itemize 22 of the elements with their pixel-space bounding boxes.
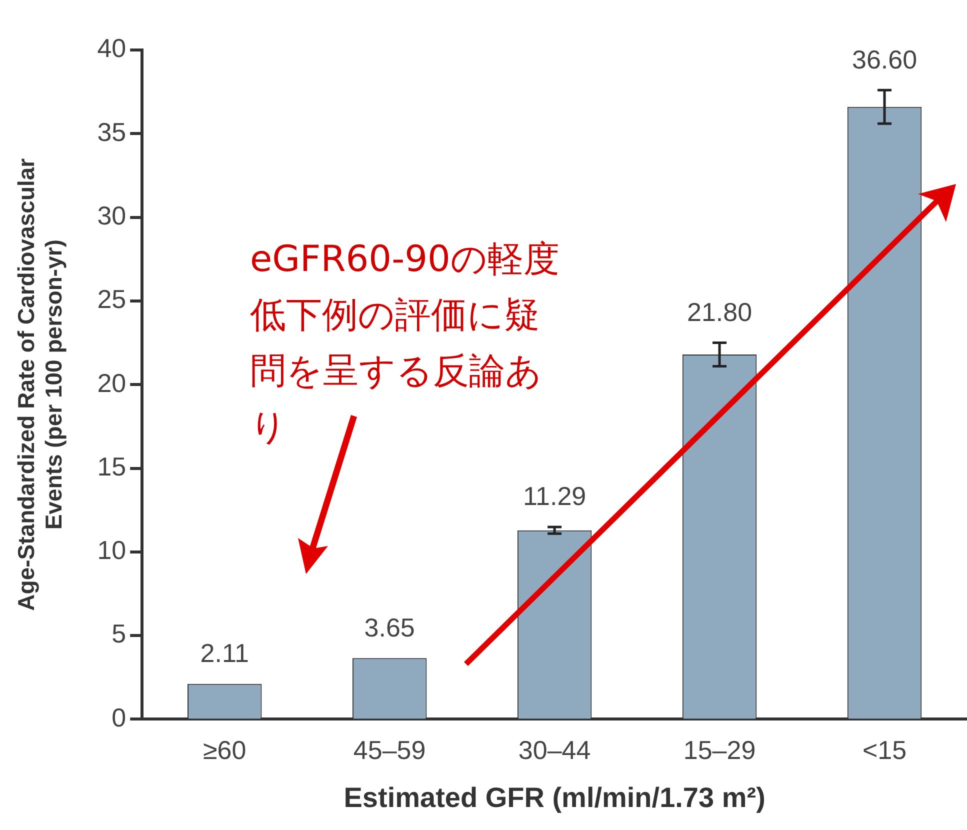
data-label: 36.60 (852, 44, 918, 74)
x-tick-label: <15 (862, 734, 907, 765)
x-tick-label: ≥60 (203, 734, 246, 765)
data-label: 21.80 (686, 296, 752, 327)
y-tick-label: 25 (97, 284, 126, 314)
y-axis-title: Age-Standardized Rate of Cardiovascular Events (per 100 person-yr) (13, 158, 67, 611)
y-tick-label: 0 (112, 702, 126, 732)
y-tick-label: 10 (97, 535, 126, 566)
data-label: 2.11 (200, 638, 249, 668)
y-tick-label: 20 (97, 368, 126, 398)
y-tick-label: 40 (97, 33, 126, 64)
data-label: 3.65 (364, 612, 415, 642)
data-label: 11.29 (522, 481, 586, 512)
y-tick-label: 30 (97, 200, 126, 230)
annotation: eGFR60-90の軽度低下例の評価に疑問を呈する反論あり (250, 238, 560, 450)
y-tick-label: 5 (112, 618, 126, 649)
x-tick-label: 30–44 (518, 734, 591, 765)
y-tick-label: 15 (97, 451, 126, 482)
x-axis-title: Estimated GFR (ml/min/1.73 m²) (344, 782, 766, 813)
x-tick-label: 15–29 (683, 734, 756, 765)
y-tick-label: 35 (97, 116, 126, 147)
x-tick-label: 45–59 (353, 734, 426, 765)
